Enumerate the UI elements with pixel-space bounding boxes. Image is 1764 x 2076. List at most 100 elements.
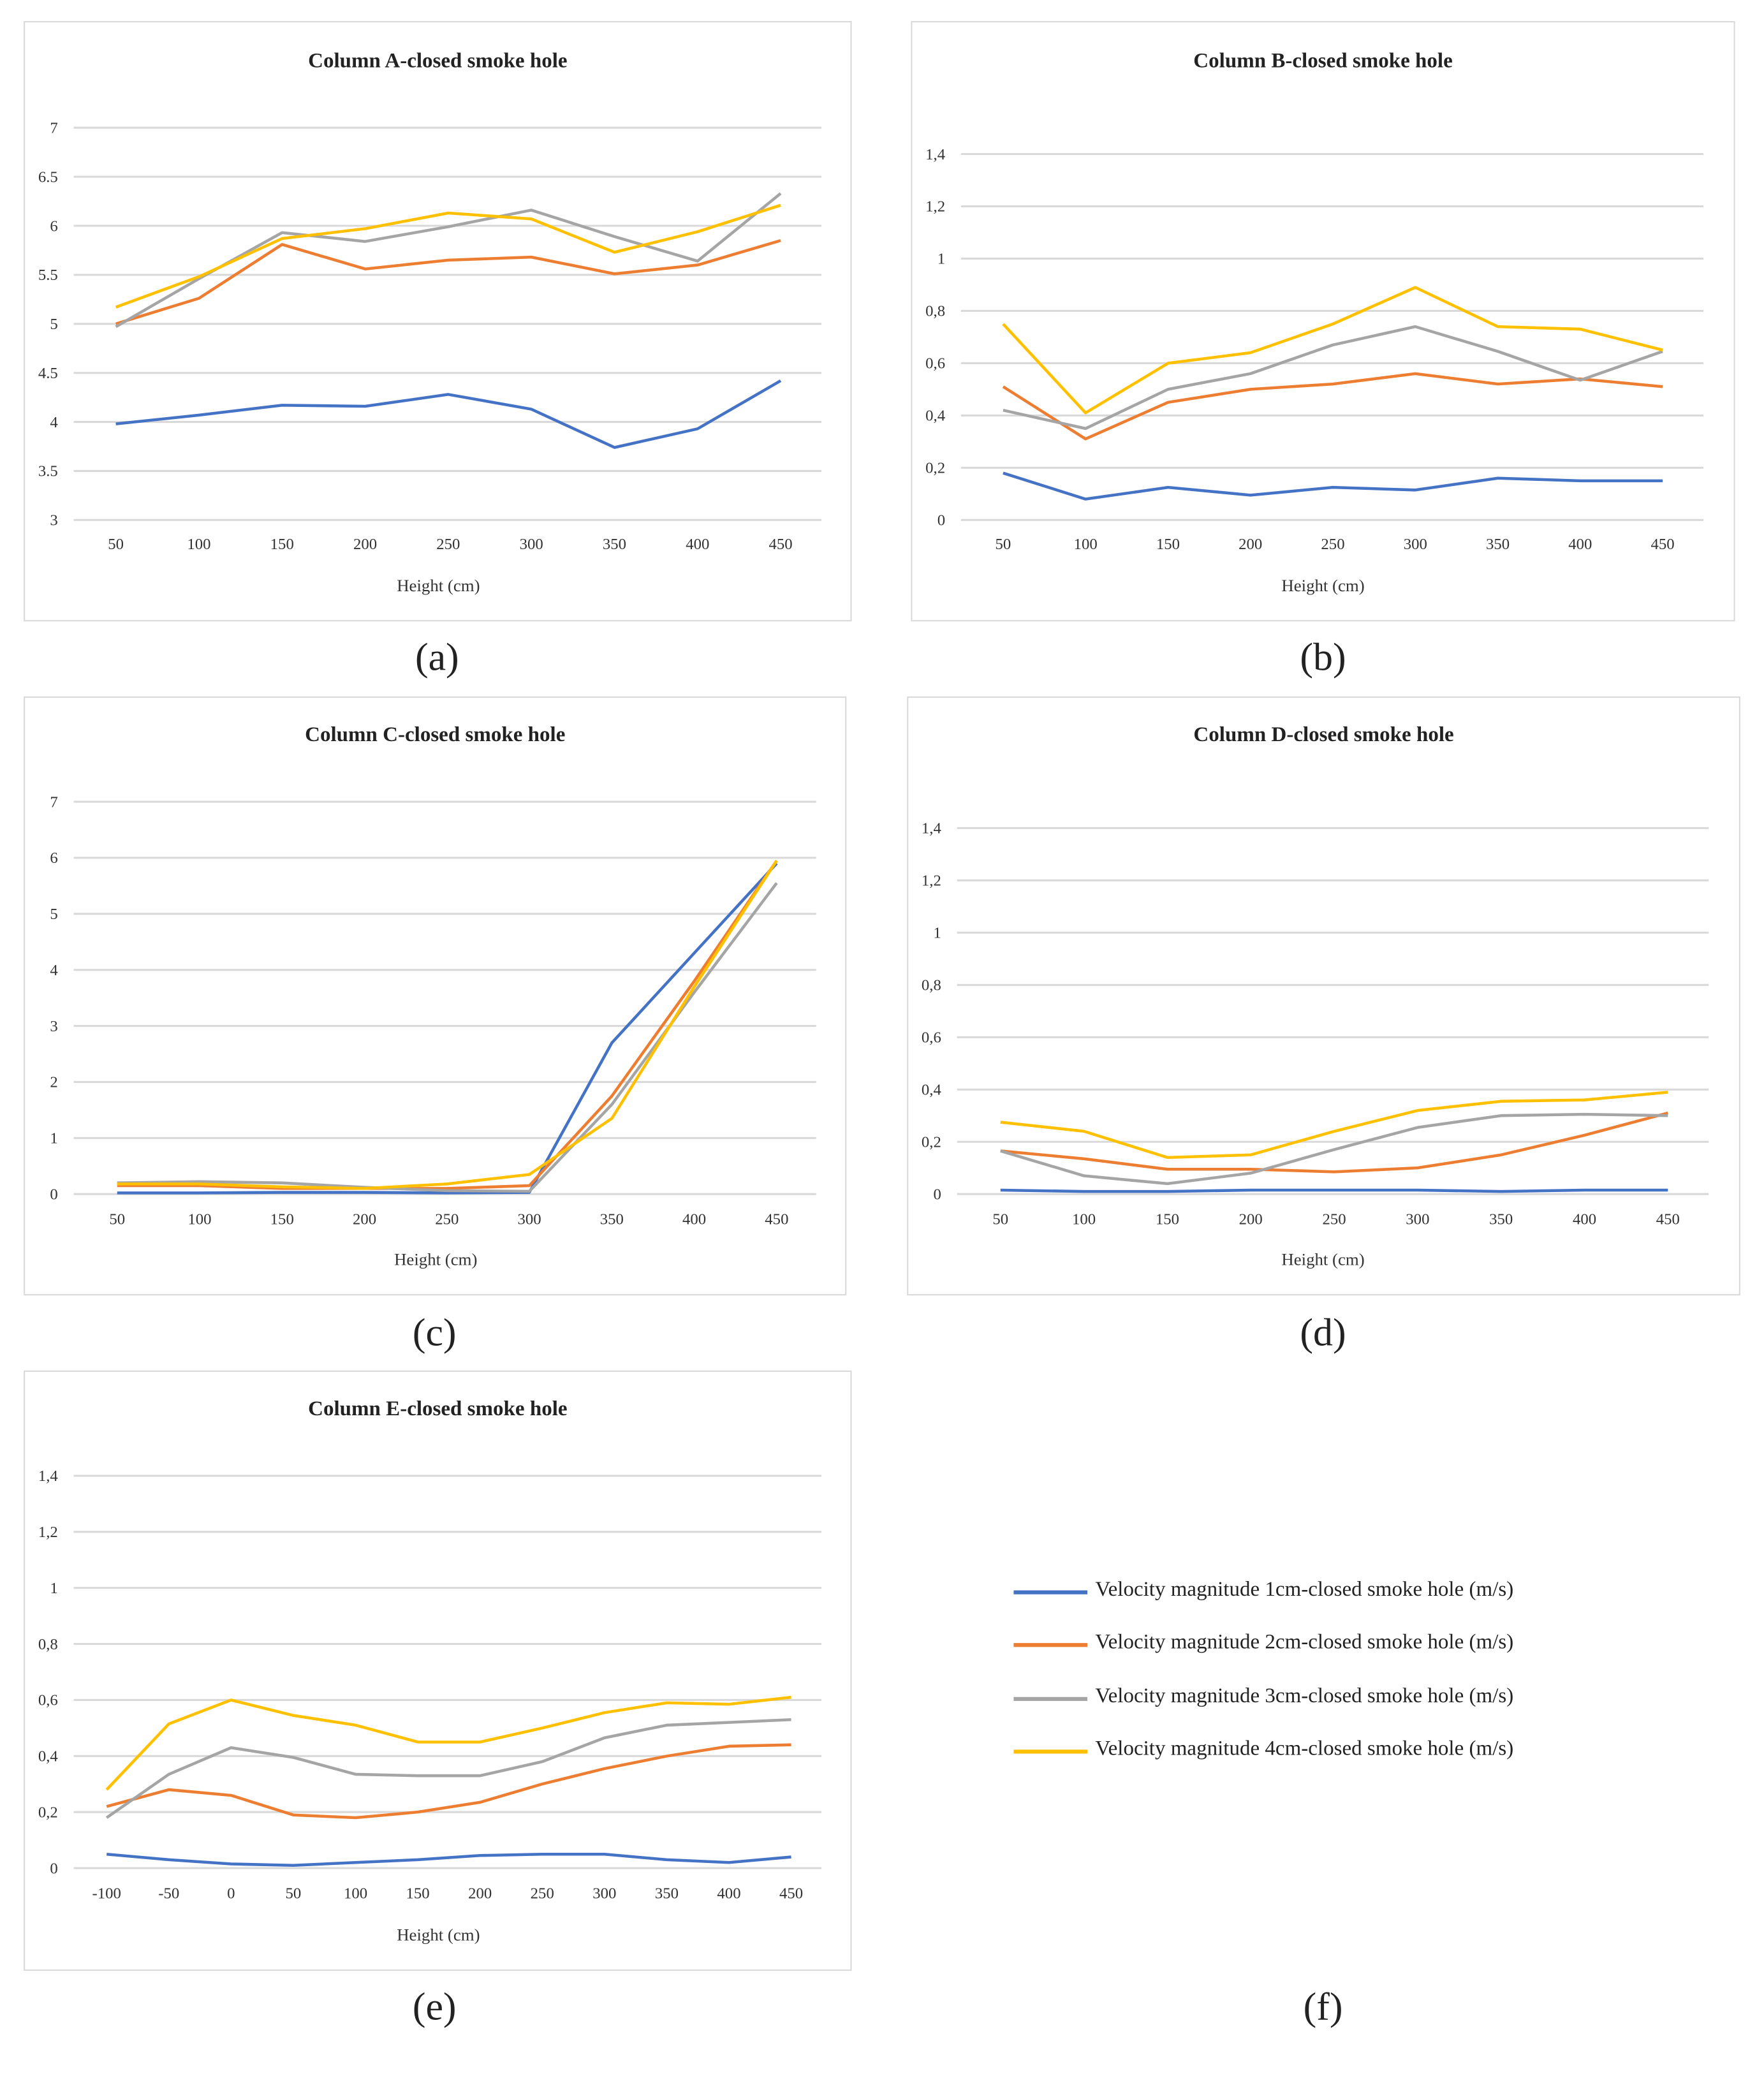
y-tick-label: 2: [50, 1074, 57, 1091]
series-line-1cm: [106, 1852, 791, 1867]
x-axis-label: Height (cm): [397, 576, 480, 595]
series-line-2cm: [1000, 1111, 1668, 1174]
x-tick-label: 300: [520, 536, 543, 553]
y-tick-label: 1,2: [38, 1524, 58, 1541]
legend-swatch: [1013, 1749, 1088, 1754]
y-tick-label: 1,4: [38, 1468, 58, 1485]
y-tick-label: 0: [50, 1186, 57, 1203]
x-tick-label: 450: [765, 1211, 788, 1228]
x-tick-label: 0: [227, 1885, 235, 1903]
chart-panel-a: Column A-closed smoke hole: [24, 21, 852, 622]
y-tick-label: 4: [50, 962, 57, 979]
legend-label: Velocity magnitude 1cm-closed smoke hole…: [1095, 1578, 1514, 1601]
y-tick-label: 7: [50, 119, 57, 136]
x-tick-label: 50: [109, 1211, 125, 1228]
x-tick-label: 450: [1656, 1211, 1680, 1228]
y-tick-label: 3.5: [38, 463, 58, 480]
y-tick-label: 1,4: [925, 146, 945, 163]
y-tick-label: 0,8: [38, 1636, 58, 1653]
x-tick-label: 250: [436, 536, 460, 553]
x-tick-label: 450: [768, 536, 792, 553]
y-tick-label: 1: [934, 925, 941, 942]
series-line-4cm: [105, 1695, 791, 1791]
panel-label-c: (c): [412, 1311, 457, 1355]
x-tick-label: 300: [592, 1885, 616, 1903]
x-tick-label: 200: [1238, 536, 1262, 553]
y-tick-label: 6: [50, 217, 57, 235]
series-line-3cm: [105, 1718, 791, 1819]
panel-label-a: (a): [415, 636, 459, 680]
y-tick-label: 1: [50, 1580, 57, 1597]
y-tick-label: 0,2: [922, 1134, 941, 1151]
series-line-2cm: [1002, 372, 1663, 441]
x-tick-label: 350: [600, 1211, 624, 1228]
panel-label-e: (e): [412, 1985, 457, 2029]
x-tick-label: 150: [270, 1211, 294, 1228]
x-tick-label: 350: [603, 536, 626, 553]
chart-panel-b: Column B-closed smoke hole: [911, 21, 1735, 622]
x-tick-label: 200: [353, 536, 377, 553]
series-line-2cm: [117, 860, 778, 1190]
y-tick-label: 4: [50, 414, 57, 431]
x-tick-label: 200: [1239, 1211, 1263, 1228]
chart-panel-c: Column C-closed smoke hole: [24, 696, 847, 1296]
panel-label-b: (b): [1300, 636, 1346, 680]
y-tick-label: 0: [934, 1186, 941, 1203]
series-line-4cm: [115, 203, 781, 309]
x-tick-label: 100: [187, 1211, 211, 1228]
x-tick-label: 150: [1156, 536, 1180, 553]
x-axis-label: Height (cm): [394, 1250, 477, 1269]
y-tick-label: 0,4: [925, 408, 945, 425]
chart-title: Column A-closed smoke hole: [308, 50, 568, 73]
y-tick-label: 5.5: [38, 267, 58, 284]
chart-title: Column B-closed smoke hole: [1193, 50, 1453, 73]
y-tick-label: 1: [50, 1130, 57, 1147]
y-tick-label: 4.5: [38, 365, 58, 382]
legend-label: Velocity magnitude 2cm-closed smoke hole…: [1095, 1631, 1514, 1654]
series-line-4cm: [117, 860, 778, 1190]
x-tick-label: 150: [270, 536, 294, 553]
chart-title: Column D-closed smoke hole: [1193, 724, 1454, 747]
series-line-3cm: [1000, 1112, 1668, 1186]
panel-label-d: (d): [1300, 1311, 1346, 1355]
x-tick-label: 300: [1406, 1211, 1429, 1228]
x-tick-label: 250: [1322, 1211, 1346, 1228]
x-tick-label: 400: [686, 536, 709, 553]
x-axis-label: Height (cm): [1281, 1250, 1364, 1269]
y-tick-label: 0,6: [38, 1692, 58, 1709]
x-tick-label: 200: [353, 1211, 376, 1228]
y-tick-label: 6: [50, 850, 57, 867]
x-tick-label: 50: [996, 536, 1011, 553]
x-tick-label: 450: [1651, 536, 1675, 553]
legend-label: Velocity magnitude 4cm-closed smoke hole…: [1095, 1737, 1514, 1760]
x-tick-label: 250: [435, 1211, 459, 1228]
x-tick-label: 200: [468, 1885, 492, 1903]
x-tick-label: 400: [682, 1211, 706, 1228]
legend-label: Velocity magnitude 3cm-closed smoke hole…: [1095, 1685, 1514, 1708]
x-tick-label: 50: [992, 1211, 1008, 1228]
x-tick-label: 350: [1486, 536, 1510, 553]
legend-swatch: [1013, 1697, 1088, 1701]
y-tick-label: 5: [50, 906, 57, 923]
y-tick-label: 0,6: [922, 1029, 941, 1047]
y-tick-label: 0,2: [925, 460, 945, 477]
series-line-1cm: [1000, 1188, 1668, 1193]
y-tick-label: 1,4: [922, 820, 941, 837]
series-line-3cm: [117, 882, 778, 1193]
x-tick-label: 250: [1321, 536, 1344, 553]
x-tick-label: 250: [531, 1885, 554, 1903]
y-tick-label: 1: [937, 251, 945, 268]
x-tick-label: 350: [655, 1885, 679, 1903]
y-tick-label: 0: [937, 512, 945, 529]
chart-panel-d: Column D-closed smoke hole: [907, 696, 1740, 1296]
y-tick-label: 1,2: [922, 872, 941, 890]
x-tick-label: 400: [1573, 1211, 1596, 1228]
y-tick-label: 6.5: [38, 168, 58, 186]
series-line-1cm: [1003, 471, 1663, 501]
y-tick-label: 5: [50, 316, 57, 333]
x-tick-label: 450: [779, 1885, 803, 1903]
x-tick-label: 50: [108, 536, 124, 553]
series-line-4cm: [1002, 286, 1663, 415]
legend-swatch: [1013, 1590, 1088, 1594]
